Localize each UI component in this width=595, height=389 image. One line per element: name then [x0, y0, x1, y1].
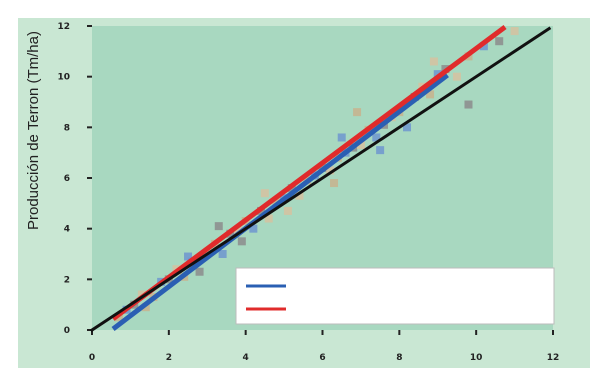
data-point: [260, 189, 269, 198]
data-point: [184, 252, 193, 261]
y-tick-label: 0: [64, 326, 70, 336]
data-point: [283, 206, 292, 215]
data-point: [376, 146, 385, 155]
data-point: [264, 214, 273, 223]
tick-layer: 0 2 4 6 8 10 12 0 2 4 6 8 10 12: [57, 22, 559, 363]
x-tick-label: 12: [547, 353, 560, 363]
legend: [235, 267, 555, 325]
y-tick-label: 2: [64, 275, 70, 285]
data-point: [464, 100, 473, 109]
x-tick-label: 0: [89, 353, 95, 363]
data-point: [426, 90, 435, 99]
x-tick-label: 6: [319, 353, 325, 363]
x-tick-label: 2: [166, 353, 172, 363]
data-point: [249, 224, 258, 233]
x-tick-label: 10: [470, 353, 483, 363]
data-point: [218, 250, 227, 258]
data-point: [452, 72, 461, 81]
data-point: [272, 196, 281, 205]
series-line-2: [111, 25, 507, 321]
lines-layer: [89, 25, 552, 333]
y-tick-label: 8: [64, 123, 70, 133]
series-line-1: [111, 73, 449, 331]
y-tick-label: 6: [64, 174, 70, 184]
data-point: [510, 27, 519, 36]
data-point: [214, 222, 223, 231]
y-tick-label: 4: [64, 225, 70, 235]
y-axis-label: Producción de Terron (Tm/ha): [25, 31, 42, 230]
data-point: [237, 237, 246, 246]
data-point: [372, 133, 381, 142]
y-tick-label: 12: [57, 22, 70, 32]
y-tick-label: 10: [57, 73, 70, 83]
data-point: [495, 37, 504, 46]
data-point: [403, 123, 412, 132]
data-point: [479, 42, 488, 51]
series-line-3: [89, 26, 552, 333]
legend-box: [235, 267, 555, 325]
data-point: [330, 179, 339, 188]
x-tick-label: 4: [243, 353, 249, 363]
data-point: [429, 57, 438, 66]
data-point: [337, 133, 346, 142]
data-point: [295, 191, 304, 200]
x-tick-label: 8: [396, 353, 402, 363]
data-point: [353, 108, 362, 117]
data-point: [356, 141, 365, 150]
data-point: [326, 166, 335, 175]
data-point: [195, 267, 204, 276]
